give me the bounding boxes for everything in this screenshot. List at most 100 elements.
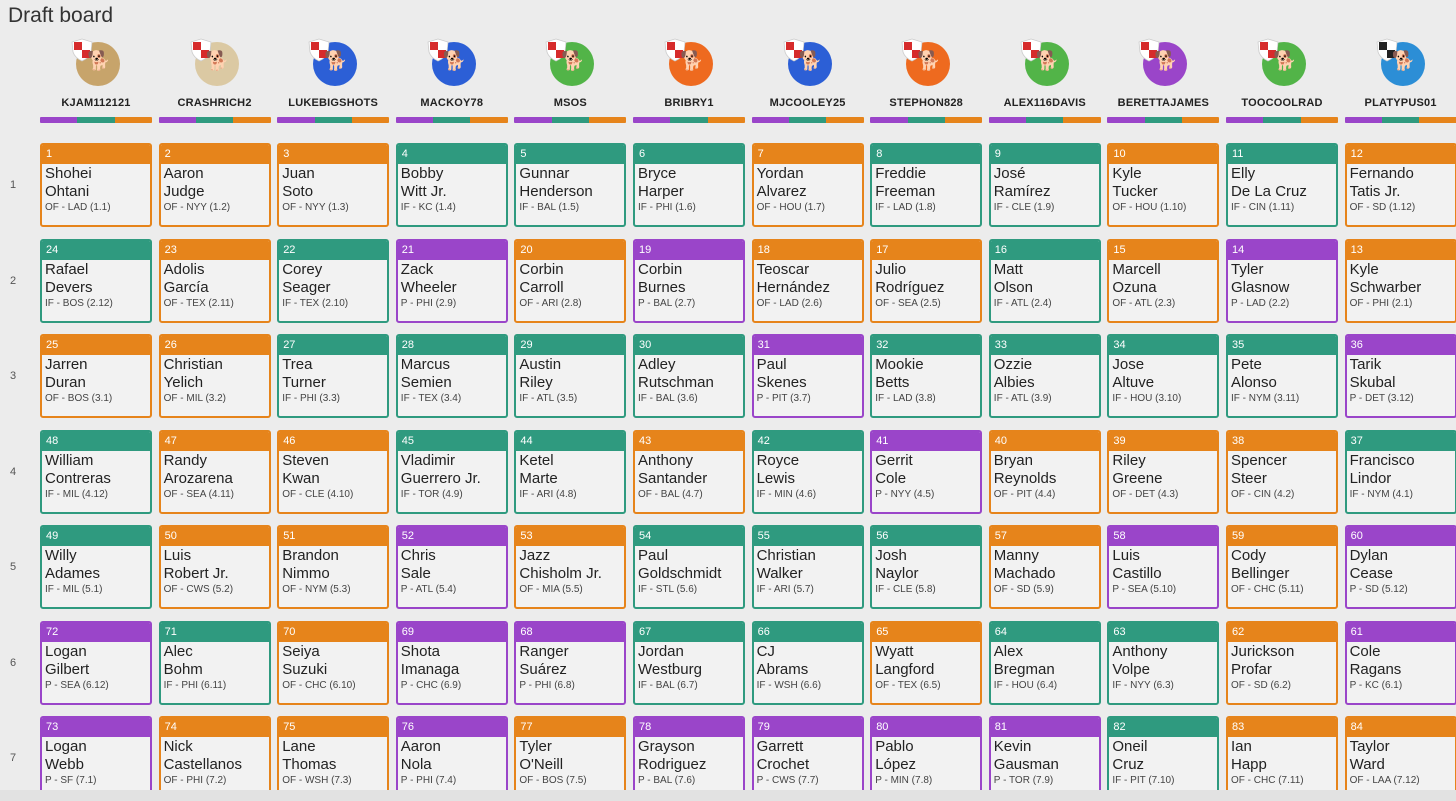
pick-card[interactable]: 11 Elly De La Cruz IF - CIN (1.11) bbox=[1226, 143, 1338, 227]
pick-card[interactable]: 68 Ranger Suárez P - PHI (6.8) bbox=[514, 620, 627, 705]
pick-card[interactable]: 20 Corbin Carroll OF - ARI (2.8) bbox=[514, 238, 627, 323]
pick-card[interactable]: 65 Wyatt Langford OF - TEX (6.5) bbox=[870, 620, 983, 705]
team-column-header[interactable]: 🐕 ALEX116DAVIS bbox=[988, 38, 1101, 124]
team-column-header[interactable]: 🐕 STEPHON828 bbox=[870, 38, 983, 124]
pick-card[interactable]: 22 Corey Seager IF - TEX (2.10) bbox=[277, 238, 390, 323]
pick-card[interactable]: 71 Alec Bohm IF - PHI (6.11) bbox=[158, 620, 271, 705]
pick-card[interactable]: 27 Trea Turner IF - PHI (3.3) bbox=[277, 334, 390, 418]
pick-card[interactable]: 51 Brandon Nimmo OF - NYM (5.3) bbox=[277, 525, 390, 609]
pick-card[interactable]: 25 Jarren Duran OF - BOS (3.1) bbox=[40, 334, 152, 418]
horizontal-scrollbar[interactable] bbox=[0, 790, 1456, 801]
pick-card[interactable]: 83 Ian Happ OF - CHC (7.11) bbox=[1226, 716, 1338, 800]
pick-card[interactable]: 4 Bobby Witt Jr. IF - KC (1.4) bbox=[395, 143, 508, 227]
pick-card[interactable]: 38 Spencer Steer OF - CIN (4.2) bbox=[1226, 429, 1338, 514]
pick-card[interactable]: 43 Anthony Santander OF - BAL (4.7) bbox=[633, 429, 745, 514]
pick-card[interactable]: 78 Grayson Rodriguez P - BAL (7.6) bbox=[633, 716, 745, 800]
team-column-header[interactable]: 🐕 BERETTAJAMES bbox=[1107, 38, 1220, 124]
pick-card[interactable]: 2 Aaron Judge OF - NYY (1.2) bbox=[158, 143, 271, 227]
team-avatar[interactable]: 🐕 bbox=[1257, 38, 1306, 86]
team-column-header[interactable]: 🐕 BRIBRY1 bbox=[633, 38, 745, 124]
pick-card[interactable]: 62 Jurickson Profar OF - SD (6.2) bbox=[1226, 620, 1338, 705]
pick-card[interactable]: 66 CJ Abrams IF - WSH (6.6) bbox=[751, 620, 864, 705]
team-avatar[interactable]: 🐕 bbox=[1138, 38, 1188, 86]
pick-card[interactable]: 59 Cody Bellinger OF - CHC (5.11) bbox=[1226, 525, 1338, 609]
pick-card[interactable]: 52 Chris Sale P - ATL (5.4) bbox=[395, 525, 508, 609]
pick-card[interactable]: 1 Shohei Ohtani OF - LAD (1.1) bbox=[40, 143, 152, 227]
pick-card[interactable]: 80 Pablo López P - MIN (7.8) bbox=[870, 716, 983, 800]
team-column-header[interactable]: 🐕 CRASHRICH2 bbox=[158, 38, 271, 124]
team-column-header[interactable]: 🐕 TOOCOOLRAD bbox=[1226, 38, 1338, 124]
pick-card[interactable]: 81 Kevin Gausman P - TOR (7.9) bbox=[988, 716, 1101, 800]
pick-card[interactable]: 28 Marcus Semien IF - TEX (3.4) bbox=[395, 334, 508, 418]
pick-card[interactable]: 67 Jordan Westburg IF - BAL (6.7) bbox=[633, 620, 745, 705]
team-avatar[interactable]: 🐕 bbox=[545, 38, 595, 86]
pick-card[interactable]: 16 Matt Olson IF - ATL (2.4) bbox=[988, 238, 1101, 323]
pick-card[interactable]: 82 Oneil Cruz IF - PIT (7.10) bbox=[1107, 716, 1220, 800]
pick-card[interactable]: 36 Tarik Skubal P - DET (3.12) bbox=[1344, 334, 1456, 418]
pick-card[interactable]: 46 Steven Kwan OF - CLE (4.10) bbox=[277, 429, 390, 514]
pick-card[interactable]: 6 Bryce Harper IF - PHI (1.6) bbox=[633, 143, 745, 227]
pick-card[interactable]: 64 Alex Bregman IF - HOU (6.4) bbox=[988, 620, 1101, 705]
pick-card[interactable]: 77 Tyler O'Neill OF - BOS (7.5) bbox=[514, 716, 627, 800]
pick-card[interactable]: 48 William Contreras IF - MIL (4.12) bbox=[40, 429, 152, 514]
pick-card[interactable]: 32 Mookie Betts IF - LAD (3.8) bbox=[870, 334, 983, 418]
pick-card[interactable]: 55 Christian Walker IF - ARI (5.7) bbox=[751, 525, 864, 609]
pick-card[interactable]: 30 Adley Rutschman IF - BAL (3.6) bbox=[633, 334, 745, 418]
pick-card[interactable]: 41 Gerrit Cole P - NYY (4.5) bbox=[870, 429, 983, 514]
team-column-header[interactable]: 🐕 KJAM112121 bbox=[40, 38, 152, 124]
pick-card[interactable]: 63 Anthony Volpe IF - NYY (6.3) bbox=[1107, 620, 1220, 705]
pick-card[interactable]: 37 Francisco Lindor IF - NYM (4.1) bbox=[1344, 429, 1456, 514]
pick-card[interactable]: 53 Jazz Chisholm Jr. OF - MIA (5.5) bbox=[514, 525, 627, 609]
pick-card[interactable]: 29 Austin Riley IF - ATL (3.5) bbox=[514, 334, 627, 418]
pick-card[interactable]: 47 Randy Arozarena OF - SEA (4.11) bbox=[158, 429, 271, 514]
pick-card[interactable]: 33 Ozzie Albies IF - ATL (3.9) bbox=[988, 334, 1101, 418]
pick-card[interactable]: 31 Paul Skenes P - PIT (3.7) bbox=[751, 334, 864, 418]
pick-card[interactable]: 70 Seiya Suzuki OF - CHC (6.10) bbox=[277, 620, 390, 705]
pick-card[interactable]: 7 Yordan Alvarez OF - HOU (1.7) bbox=[751, 143, 864, 227]
team-avatar[interactable]: 🐕 bbox=[190, 38, 239, 86]
pick-card[interactable]: 73 Logan Webb P - SF (7.1) bbox=[40, 716, 152, 800]
pick-card[interactable]: 34 Jose Altuve IF - HOU (3.10) bbox=[1107, 334, 1220, 418]
team-column-header[interactable]: 🐕 MACKOY78 bbox=[395, 38, 508, 124]
team-avatar[interactable]: 🐕 bbox=[783, 38, 832, 86]
pick-card[interactable]: 56 Josh Naylor IF - CLE (5.8) bbox=[870, 525, 983, 609]
pick-card[interactable]: 54 Paul Goldschmidt IF - STL (5.6) bbox=[633, 525, 745, 609]
pick-card[interactable]: 14 Tyler Glasnow P - LAD (2.2) bbox=[1226, 238, 1338, 323]
pick-card[interactable]: 12 Fernando Tatis Jr. OF - SD (1.12) bbox=[1344, 143, 1456, 227]
pick-card[interactable]: 75 Lane Thomas OF - WSH (7.3) bbox=[277, 716, 390, 800]
pick-card[interactable]: 10 Kyle Tucker OF - HOU (1.10) bbox=[1107, 143, 1220, 227]
pick-card[interactable]: 49 Willy Adames IF - MIL (5.1) bbox=[40, 525, 152, 609]
team-avatar[interactable]: 🐕 bbox=[664, 38, 713, 86]
pick-card[interactable]: 17 Julio Rodríguez OF - SEA (2.5) bbox=[870, 238, 983, 323]
pick-card[interactable]: 21 Zack Wheeler P - PHI (2.9) bbox=[395, 238, 508, 323]
pick-card[interactable]: 42 Royce Lewis IF - MIN (4.6) bbox=[751, 429, 864, 514]
team-column-header[interactable]: 🐕 PLATYPUS01 bbox=[1344, 38, 1456, 124]
pick-card[interactable]: 35 Pete Alonso IF - NYM (3.11) bbox=[1226, 334, 1338, 418]
team-column-header[interactable]: 🐕 LUKEBIGSHOTS bbox=[277, 38, 390, 124]
pick-card[interactable]: 8 Freddie Freeman IF - LAD (1.8) bbox=[870, 143, 983, 227]
pick-card[interactable]: 76 Aaron Nola P - PHI (7.4) bbox=[395, 716, 508, 800]
pick-card[interactable]: 50 Luis Robert Jr. OF - CWS (5.2) bbox=[158, 525, 271, 609]
pick-card[interactable]: 9 José Ramírez IF - CLE (1.9) bbox=[988, 143, 1101, 227]
team-avatar[interactable]: 🐕 bbox=[1376, 38, 1425, 86]
pick-card[interactable]: 69 Shota Imanaga P - CHC (6.9) bbox=[395, 620, 508, 705]
pick-card[interactable]: 39 Riley Greene OF - DET (4.3) bbox=[1107, 429, 1220, 514]
pick-card[interactable]: 57 Manny Machado OF - SD (5.9) bbox=[988, 525, 1101, 609]
pick-card[interactable]: 19 Corbin Burnes P - BAL (2.7) bbox=[633, 238, 745, 323]
pick-card[interactable]: 18 Teoscar Hernández OF - LAD (2.6) bbox=[751, 238, 864, 323]
pick-card[interactable]: 24 Rafael Devers IF - BOS (2.12) bbox=[40, 238, 152, 323]
pick-card[interactable]: 72 Logan Gilbert P - SEA (6.12) bbox=[40, 620, 152, 705]
pick-card[interactable]: 15 Marcell Ozuna OF - ATL (2.3) bbox=[1107, 238, 1220, 323]
pick-card[interactable]: 61 Cole Ragans P - KC (6.1) bbox=[1344, 620, 1456, 705]
pick-card[interactable]: 5 Gunnar Henderson IF - BAL (1.5) bbox=[514, 143, 627, 227]
pick-card[interactable]: 44 Ketel Marte IF - ARI (4.8) bbox=[514, 429, 627, 514]
team-avatar[interactable]: 🐕 bbox=[901, 38, 951, 86]
pick-card[interactable]: 79 Garrett Crochet P - CWS (7.7) bbox=[751, 716, 864, 800]
pick-card[interactable]: 45 Vladimir Guerrero Jr. IF - TOR (4.9) bbox=[395, 429, 508, 514]
team-avatar[interactable]: 🐕 bbox=[71, 38, 120, 86]
team-avatar[interactable]: 🐕 bbox=[308, 38, 358, 86]
team-avatar[interactable]: 🐕 bbox=[1020, 38, 1069, 86]
pick-card[interactable]: 74 Nick Castellanos OF - PHI (7.2) bbox=[158, 716, 271, 800]
pick-card[interactable]: 60 Dylan Cease P - SD (5.12) bbox=[1344, 525, 1456, 609]
pick-card[interactable]: 58 Luis Castillo P - SEA (5.10) bbox=[1107, 525, 1220, 609]
